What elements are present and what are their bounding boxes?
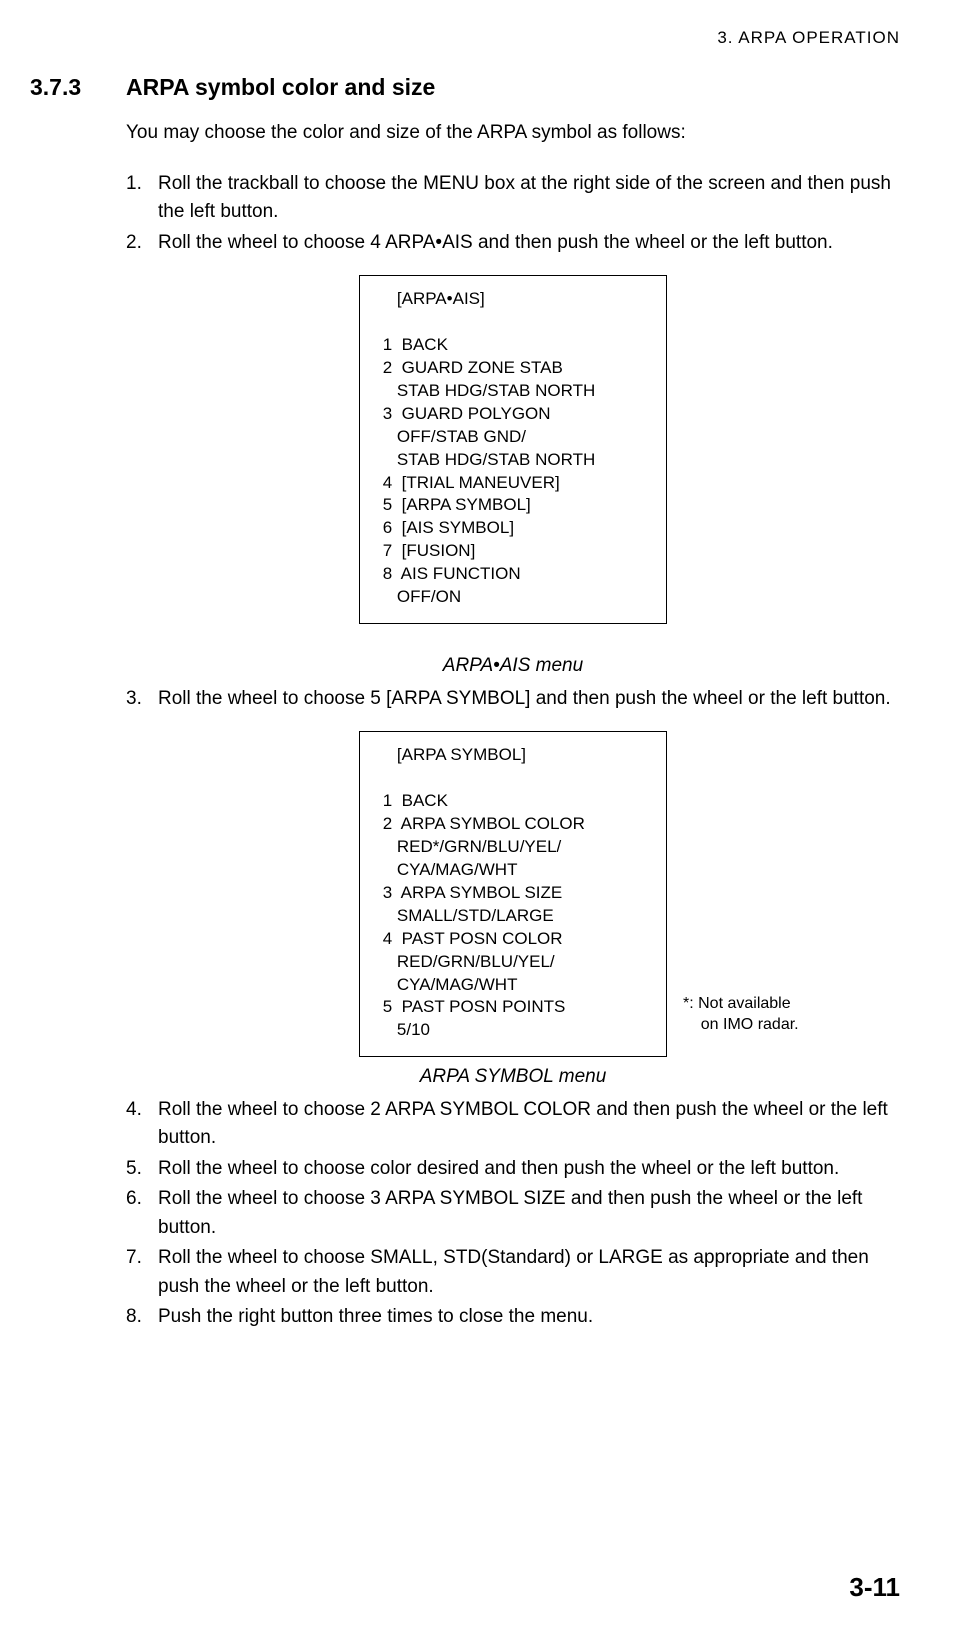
list-item: 6. Roll the wheel to choose 3 ARPA SYMBO… <box>126 1185 900 1242</box>
list-item: 5. Roll the wheel to choose color desire… <box>126 1155 900 1184</box>
section-number: 3.7.3 <box>30 74 126 101</box>
list-item-number: 4. <box>126 1096 158 1153</box>
steps-group-b: 3. Roll the wheel to choose 5 [ARPA SYMB… <box>126 685 900 714</box>
menu-caption-1: ARPA•AIS menu <box>126 652 900 681</box>
list-item: 8. Push the right button three times to … <box>126 1303 900 1332</box>
section-title: ARPA symbol color and size <box>126 74 435 101</box>
body-content: You may choose the color and size of the… <box>126 119 900 1332</box>
page-number: 3-11 <box>849 1572 900 1603</box>
list-item-text: Roll the wheel to choose color desired a… <box>158 1155 900 1184</box>
document-page: 3. ARPA OPERATION 3.7.3 ARPA symbol colo… <box>0 0 972 1633</box>
list-item-number: 1. <box>126 170 158 227</box>
list-item: 1. Roll the trackball to choose the MENU… <box>126 170 900 227</box>
list-item-number: 2. <box>126 229 158 258</box>
intro-paragraph: You may choose the color and size of the… <box>126 119 900 148</box>
list-item: 2. Roll the wheel to choose 4 ARPA•AIS a… <box>126 229 900 258</box>
list-item-text: Roll the trackball to choose the MENU bo… <box>158 170 900 227</box>
steps-group-c: 4. Roll the wheel to choose 2 ARPA SYMBO… <box>126 1096 900 1332</box>
list-item-text: Push the right button three times to clo… <box>158 1303 900 1332</box>
list-item-text: Roll the wheel to choose 2 ARPA SYMBOL C… <box>158 1096 900 1153</box>
section-heading: 3.7.3 ARPA symbol color and size <box>30 74 900 101</box>
menu-figure-1: [ARPA•AIS] 1 BACK 2 GUARD ZONE STAB STAB… <box>126 275 900 624</box>
running-header: 3. ARPA OPERATION <box>30 28 900 48</box>
list-item-number: 3. <box>126 685 158 714</box>
menu-figure-2: [ARPA SYMBOL] 1 BACK 2 ARPA SYMBOL COLOR… <box>126 731 900 1057</box>
list-item-number: 7. <box>126 1244 158 1301</box>
steps-group-a: 1. Roll the trackball to choose the MENU… <box>126 170 900 258</box>
list-item-number: 5. <box>126 1155 158 1184</box>
menu-caption-2: ARPA SYMBOL menu <box>126 1063 900 1092</box>
footnote-side: *: Not available on IMO radar. <box>683 994 843 1036</box>
list-item: 4. Roll the wheel to choose 2 ARPA SYMBO… <box>126 1096 900 1153</box>
list-item-text: Roll the wheel to choose 4 ARPA•AIS and … <box>158 229 900 258</box>
list-item-number: 6. <box>126 1185 158 1242</box>
arpa-symbol-menu-box: [ARPA SYMBOL] 1 BACK 2 ARPA SYMBOL COLOR… <box>359 731 667 1057</box>
list-item-text: Roll the wheel to choose 3 ARPA SYMBOL S… <box>158 1185 900 1242</box>
list-item-text: Roll the wheel to choose SMALL, STD(Stan… <box>158 1244 900 1301</box>
list-item-text: Roll the wheel to choose 5 [ARPA SYMBOL]… <box>158 685 900 714</box>
arpa-ais-menu-box: [ARPA•AIS] 1 BACK 2 GUARD ZONE STAB STAB… <box>359 275 667 624</box>
list-item-number: 8. <box>126 1303 158 1332</box>
list-item: 3. Roll the wheel to choose 5 [ARPA SYMB… <box>126 685 900 714</box>
list-item: 7. Roll the wheel to choose SMALL, STD(S… <box>126 1244 900 1301</box>
